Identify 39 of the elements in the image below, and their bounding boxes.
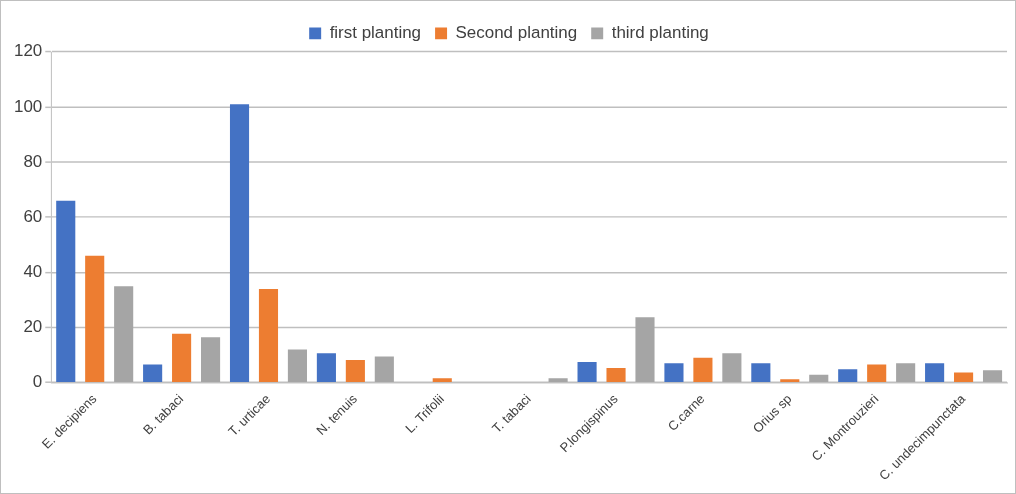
y-tick-label: 80	[23, 151, 43, 171]
bar	[258, 288, 279, 382]
bar	[577, 361, 597, 382]
legend-label: third planting	[611, 23, 709, 43]
bar	[172, 333, 192, 382]
y-tick-label: 0	[32, 372, 43, 392]
legend-label: first planting	[329, 23, 422, 43]
bar	[751, 363, 771, 382]
bar	[114, 286, 134, 382]
bar	[143, 364, 163, 382]
bar	[693, 357, 713, 382]
y-tick-label: 120	[13, 41, 43, 61]
legend-label: Second planting	[455, 23, 578, 43]
bar	[722, 353, 742, 382]
bar	[606, 368, 626, 382]
bar	[925, 363, 945, 382]
bar	[374, 356, 394, 382]
bar	[229, 104, 250, 382]
bar	[635, 317, 655, 382]
bar	[316, 353, 336, 382]
bar	[201, 337, 221, 382]
bar	[838, 369, 858, 382]
y-tick-label: 60	[23, 206, 43, 226]
bar	[345, 360, 365, 382]
bar	[287, 349, 307, 382]
bar	[56, 200, 76, 382]
y-tick-label: 40	[23, 262, 43, 282]
y-tick-label: 100	[13, 96, 43, 116]
bar	[548, 378, 568, 382]
bar	[954, 372, 974, 382]
y-tick-label: 20	[23, 317, 43, 337]
bar	[867, 364, 887, 382]
bar	[664, 363, 684, 382]
bar	[809, 374, 829, 382]
bar	[982, 370, 1003, 382]
bar	[432, 378, 452, 382]
bar	[85, 255, 105, 382]
bar	[780, 379, 800, 382]
bar	[896, 363, 916, 382]
